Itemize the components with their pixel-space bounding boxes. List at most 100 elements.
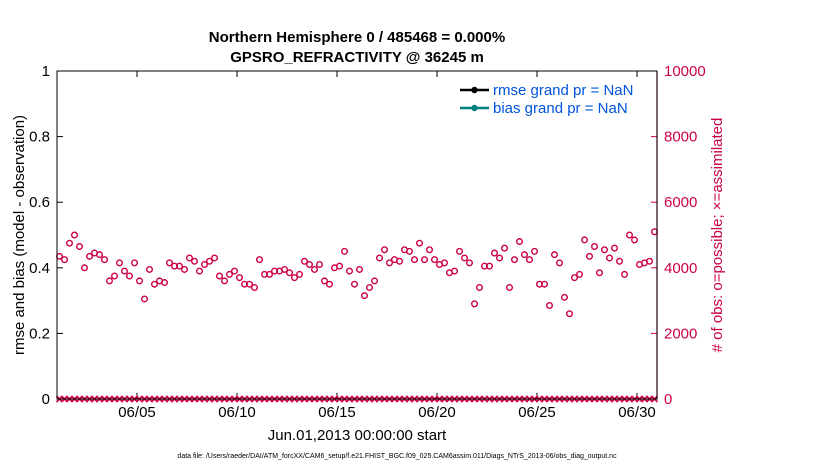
chart-title: Northern Hemisphere 0 / 485468 = 0.000% <box>209 29 505 46</box>
possible-point <box>501 244 509 252</box>
possible-point <box>316 261 324 269</box>
possible-point <box>250 283 258 291</box>
possible-point <box>165 259 173 267</box>
possible-point <box>611 244 619 252</box>
possible-point <box>646 257 654 265</box>
possible-point <box>376 254 384 262</box>
possible-point <box>180 265 188 273</box>
legend-rmse-label: rmse grand pr = NaN <box>493 82 633 99</box>
possible-point <box>235 274 243 282</box>
possible-point <box>356 265 364 273</box>
plot-frame <box>56 70 658 400</box>
y2-tick-label: 0 <box>664 391 672 408</box>
x-tick-label: 06/20 <box>418 404 456 421</box>
possible-point <box>286 269 294 277</box>
possible-point <box>451 267 459 275</box>
possible-point <box>75 242 83 250</box>
possible-point <box>100 256 108 264</box>
chart-subtitle: GPSRO_REFRACTIVITY @ 36245 m <box>230 49 484 66</box>
possible-point <box>521 251 529 259</box>
possible-point <box>561 293 569 301</box>
possible-point <box>80 264 88 272</box>
possible-point <box>225 270 233 278</box>
y2-tick-label: 10000 <box>664 63 706 80</box>
x-tick-label: 06/05 <box>118 404 156 421</box>
possible-point <box>215 272 223 280</box>
x-tick-label: 06/10 <box>218 404 256 421</box>
possible-point <box>95 251 103 259</box>
y2-tick-label: 2000 <box>664 325 697 342</box>
possible-point <box>336 262 344 270</box>
possible-point <box>566 310 574 318</box>
series-possible <box>56 228 659 318</box>
possible-point <box>371 277 379 285</box>
x-tick-label: 06/15 <box>318 404 356 421</box>
possible-point <box>421 256 429 264</box>
possible-point <box>296 270 304 278</box>
possible-point <box>591 242 599 250</box>
possible-point <box>195 267 203 275</box>
y-tick-label: 0 <box>42 391 50 408</box>
possible-point <box>351 280 359 288</box>
possible-point <box>301 257 309 265</box>
possible-point <box>135 277 143 285</box>
possible-point <box>531 247 539 255</box>
possible-point <box>346 267 354 275</box>
y-tick-label: 0.4 <box>29 260 50 277</box>
possible-point <box>230 267 238 275</box>
possible-point <box>601 246 609 254</box>
possible-point <box>61 256 69 264</box>
possible-point <box>486 262 494 270</box>
possible-point <box>366 283 374 291</box>
possible-point <box>626 231 634 239</box>
possible-point <box>281 265 289 273</box>
right-axis: 0 2000 4000 6000 8000 10000 <box>651 63 706 408</box>
data-file-footer: data file: /Users/raeder/DAI/ATM_forcXX/… <box>177 453 617 460</box>
possible-point <box>466 259 474 267</box>
possible-point <box>441 259 449 267</box>
possible-point <box>125 272 133 280</box>
possible-point <box>556 259 564 267</box>
possible-point <box>311 265 319 273</box>
possible-point <box>471 300 479 308</box>
possible-point <box>586 252 594 260</box>
x-axis-label: Jun.01,2013 00:00:00 start <box>268 427 447 444</box>
possible-point <box>496 254 504 262</box>
possible-point <box>571 274 579 282</box>
possible-point <box>476 283 484 291</box>
bottom-axis: 06/05 06/10 06/15 06/20 06/25 06/30 <box>118 71 656 421</box>
possible-point <box>65 239 73 247</box>
possible-point <box>130 259 138 267</box>
possible-point <box>105 277 113 285</box>
possible-point <box>291 274 299 282</box>
plot-area <box>57 71 657 399</box>
y2-tick-label: 8000 <box>664 129 697 146</box>
possible-point <box>321 277 329 285</box>
possible-point <box>205 257 213 265</box>
possible-point <box>175 262 183 270</box>
possible-point <box>616 257 624 265</box>
possible-point <box>115 259 123 267</box>
y-tick-label: 0.6 <box>29 194 50 211</box>
possible-point <box>256 256 264 264</box>
x-tick-label: 06/30 <box>618 404 656 421</box>
possible-point <box>606 254 614 262</box>
possible-point <box>361 292 369 300</box>
y-tick-label: 0.2 <box>29 325 50 342</box>
possible-point <box>516 238 524 246</box>
possible-point <box>491 249 499 257</box>
possible-point <box>110 272 118 280</box>
possible-point <box>326 280 334 288</box>
possible-point <box>581 236 589 244</box>
possible-point <box>431 256 439 264</box>
possible-point <box>631 236 639 244</box>
y2-tick-label: 4000 <box>664 260 697 277</box>
possible-point <box>245 280 253 288</box>
possible-point <box>266 270 274 278</box>
possible-point <box>546 302 554 310</box>
possible-point <box>596 269 604 277</box>
possible-point <box>150 280 158 288</box>
possible-point <box>160 279 168 287</box>
possible-point <box>306 261 314 269</box>
y2-axis-label: # of obs: o=possible; ×=assimilated <box>709 118 726 353</box>
